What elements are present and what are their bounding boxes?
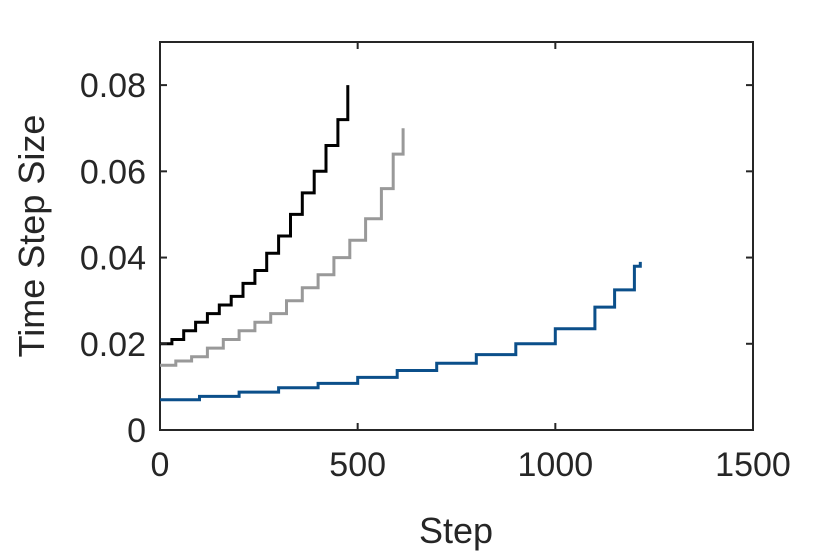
x-axis-title: Step xyxy=(419,510,493,551)
y-tick-label: 0.04 xyxy=(80,240,146,278)
series-layer xyxy=(160,85,642,402)
x-tick-label: 1500 xyxy=(715,446,791,484)
series-line-2 xyxy=(160,128,405,367)
y-tick-label: 0 xyxy=(127,412,146,450)
y-tick-label: 0.06 xyxy=(80,153,146,191)
tick-layer: 0 500 1000 1500 0 0.02 0.04 0.06 0.08 xyxy=(80,42,791,484)
y-tick-label: 0.08 xyxy=(80,67,146,105)
series-line-1 xyxy=(160,85,350,346)
plot-area xyxy=(159,41,754,431)
y-axis-title: Time Step Size xyxy=(11,115,52,358)
series-line-3 xyxy=(160,261,642,402)
x-tick-label: 0 xyxy=(151,446,170,484)
x-tick-label: 500 xyxy=(329,446,386,484)
x-tick-label: 1000 xyxy=(518,446,594,484)
y-tick-label: 0.02 xyxy=(80,326,146,364)
